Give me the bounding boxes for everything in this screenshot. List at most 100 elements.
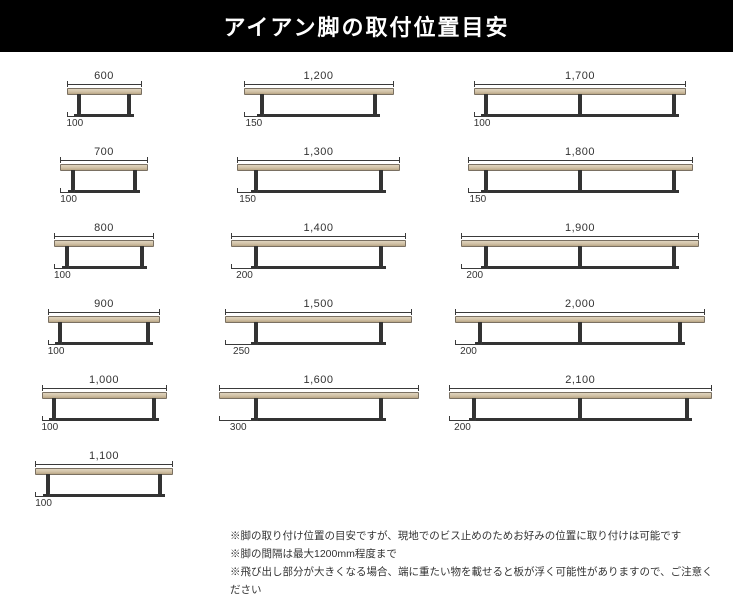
inset-bracket <box>54 264 69 269</box>
foot-rail <box>43 494 166 497</box>
legs-group <box>35 475 173 497</box>
table-diagram-1800: 1,800150 <box>449 146 711 210</box>
inset-label: 150 <box>468 191 489 205</box>
inset-label: 100 <box>35 495 50 509</box>
table-graphic: 100 <box>54 240 154 269</box>
column-3: 1,7001001,8001501,9002002,0002002,100200 <box>449 70 711 526</box>
inset-bracket <box>461 264 488 269</box>
legs-group <box>237 171 400 193</box>
inset-bracket <box>231 264 258 269</box>
inset-label: 100 <box>474 115 489 129</box>
note-line-3: ※飛び出し部分が大きくなる場合、端に重たい物を載せると板が浮く可能性がありますの… <box>230 564 713 599</box>
inset-bracket <box>219 416 259 421</box>
inset-label: 200 <box>449 419 476 433</box>
inset-dimension: 200 <box>455 343 482 357</box>
note-line-1: ※脚の取り付け位置の目安ですが、現地でのビス止めのためお好みの位置に取り付けは可… <box>230 528 713 546</box>
table-graphic: 300 <box>219 392 419 421</box>
inset-dimension: 100 <box>42 419 57 433</box>
column-2: 1,2001501,3001501,4002001,5002501,600300 <box>206 70 431 526</box>
table-diagram-1000: 1,000100 <box>20 374 188 438</box>
page-title: アイアン脚の取付位置目安 <box>223 15 509 40</box>
table-diagram-1300: 1,300150 <box>206 146 431 210</box>
foot-rail <box>475 342 685 345</box>
inset-bracket <box>237 188 258 193</box>
notes-block: ※脚の取り付け位置の目安ですが、現地でのビス止めのためお好みの位置に取り付けは可… <box>230 528 713 599</box>
inset-dimension: 100 <box>54 267 69 281</box>
table-graphic: 100 <box>67 88 142 117</box>
table-graphic: 100 <box>474 88 687 117</box>
tabletop <box>42 392 167 399</box>
foot-rail <box>251 190 386 193</box>
table-graphic: 200 <box>455 316 705 345</box>
inset-bracket <box>35 492 50 497</box>
tabletop <box>35 468 173 475</box>
legs-group <box>48 323 161 345</box>
inset-label: 100 <box>67 115 82 129</box>
inset-bracket <box>449 416 476 421</box>
foot-rail <box>469 418 692 421</box>
columns: 6001007001008001009001001,0001001,100100… <box>20 70 713 526</box>
inset-dimension: 100 <box>48 343 63 357</box>
table-diagram-1900: 1,900200 <box>449 222 711 286</box>
table-graphic: 100 <box>42 392 167 421</box>
inset-dimension: 100 <box>67 115 82 129</box>
table-graphic: 200 <box>449 392 712 421</box>
inset-label: 100 <box>42 419 57 433</box>
tabletop <box>244 88 394 95</box>
table-graphic: 200 <box>461 240 699 269</box>
table-graphic: 200 <box>231 240 406 269</box>
tabletop <box>48 316 161 323</box>
foot-rail <box>251 418 386 421</box>
inset-bracket <box>244 112 265 117</box>
table-diagram-800: 800100 <box>20 222 188 286</box>
table-graphic: 100 <box>60 164 148 193</box>
foot-rail <box>481 266 679 269</box>
table-graphic: 100 <box>48 316 161 345</box>
inset-bracket <box>60 188 75 193</box>
content: 6001007001008001009001001,0001001,100100… <box>0 52 733 599</box>
table-graphic: 150 <box>468 164 693 193</box>
title-bar: アイアン脚の取付位置目安 <box>0 0 733 52</box>
foot-rail <box>62 266 147 269</box>
table-graphic: 150 <box>244 88 394 117</box>
table-diagram-600: 600100 <box>20 70 188 134</box>
inset-label: 300 <box>219 419 259 433</box>
tabletop <box>237 164 400 171</box>
legs-group <box>468 171 693 193</box>
note-line-2: ※脚の間隔は最大1200mm程度まで <box>230 546 713 564</box>
foot-rail <box>251 266 386 269</box>
table-graphic: 150 <box>237 164 400 193</box>
inset-dimension: 250 <box>225 343 258 357</box>
inset-label: 200 <box>455 343 482 357</box>
foot-rail <box>481 190 679 193</box>
table-diagram-900: 900100 <box>20 298 188 362</box>
inset-dimension: 100 <box>474 115 489 129</box>
inset-label: 100 <box>60 191 75 205</box>
inset-dimension: 300 <box>219 419 259 433</box>
inset-bracket <box>225 340 258 345</box>
table-diagram-1200: 1,200150 <box>206 70 431 134</box>
foot-rail <box>68 190 141 193</box>
foot-rail <box>257 114 380 117</box>
inset-dimension: 200 <box>449 419 476 433</box>
inset-dimension: 150 <box>244 115 265 129</box>
legs-group <box>461 247 699 269</box>
inset-dimension: 200 <box>461 267 488 281</box>
tabletop <box>225 316 413 323</box>
inset-label: 250 <box>225 343 258 357</box>
legs-group <box>54 247 154 269</box>
table-diagram-1500: 1,500250 <box>206 298 431 362</box>
inset-label: 200 <box>231 267 258 281</box>
inset-label: 100 <box>48 343 63 357</box>
inset-label: 150 <box>244 115 265 129</box>
foot-rail <box>251 342 386 345</box>
inset-dimension: 100 <box>35 495 50 509</box>
table-diagram-2000: 2,000200 <box>449 298 711 362</box>
foot-rail <box>74 114 134 117</box>
legs-group <box>474 95 687 117</box>
table-graphic: 250 <box>225 316 413 345</box>
table-diagram-1100: 1,100100 <box>20 450 188 514</box>
table-diagram-1600: 1,600300 <box>206 374 431 438</box>
inset-bracket <box>48 340 63 345</box>
inset-dimension: 200 <box>231 267 258 281</box>
